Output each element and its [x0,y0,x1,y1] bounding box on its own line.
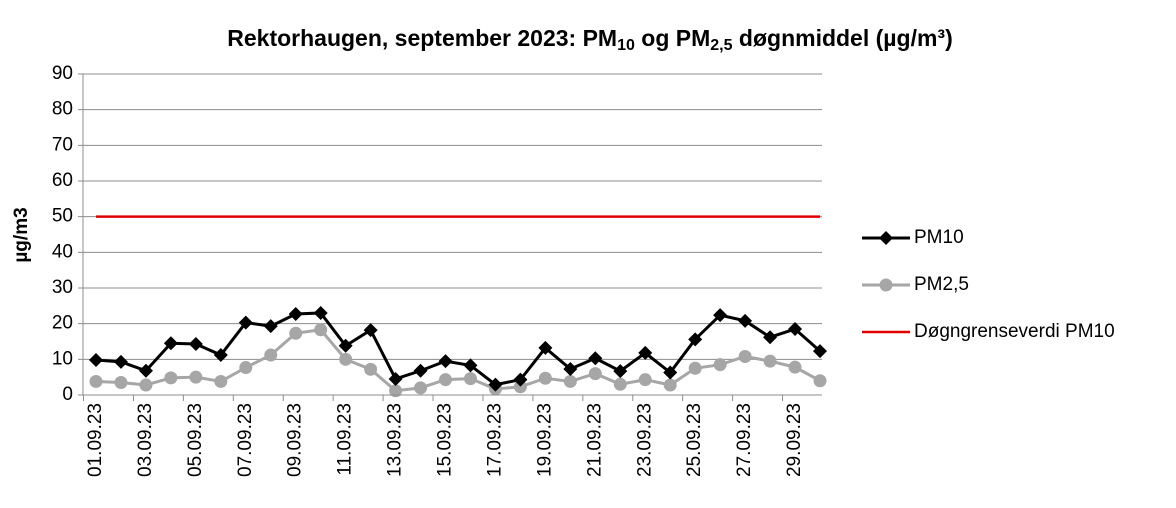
marker [738,313,753,328]
marker [538,371,552,385]
marker [563,374,577,388]
x-tick-label: 13.09.23 [385,403,406,477]
marker [613,377,627,391]
marker [388,371,403,386]
marker [613,364,628,379]
marker [463,358,478,373]
marker [263,319,278,334]
marker [213,348,228,363]
x-tick-label: 05.09.23 [185,403,206,477]
x-tick-label: 17.09.23 [484,403,505,477]
marker [313,305,328,320]
series [89,323,827,398]
marker [588,351,603,366]
y-tick-label: 60 [52,170,73,191]
y-tick-label: 50 [52,206,73,227]
marker [788,360,802,374]
marker [438,354,453,369]
marker [214,374,228,388]
marker [638,345,653,360]
marker [513,380,527,394]
x-tick-label: 21.09.23 [584,403,605,477]
marker [439,373,453,387]
marker [763,354,777,368]
marker [238,315,253,330]
x-tick-label: 11.09.23 [335,403,356,476]
y-tick-label: 0 [62,384,73,405]
y-tick-label: 70 [52,134,73,155]
marker [139,378,153,392]
marker [414,381,428,395]
legend-label: Døgngrenseverdi PM10 [914,321,1115,342]
marker [338,338,353,353]
marker [113,354,128,369]
marker [513,372,528,387]
y-tick-label: 20 [52,313,73,334]
marker [463,372,477,386]
marker [89,353,103,368]
marker [688,361,702,375]
marker [413,363,428,378]
series-line [95,328,821,393]
marker [788,322,803,337]
marker [163,336,178,351]
marker [688,332,703,347]
marker [239,361,253,375]
marker [363,323,378,338]
marker [763,330,778,345]
x-tick-label: 01.09.23 [85,403,106,477]
marker [138,363,153,378]
marker [879,278,893,292]
marker [663,378,677,392]
marker [713,358,727,372]
marker [713,308,728,323]
x-tick-label: 07.09.23 [235,403,256,477]
y-tick-label: 10 [52,348,73,369]
marker [164,371,178,385]
x-tick-label: 03.09.23 [135,403,156,477]
marker [813,374,827,388]
marker [663,365,678,380]
x-tick-label: 27.09.23 [734,403,755,477]
marker [189,370,203,384]
marker [588,367,602,381]
x-tick-label: 23.09.23 [634,403,655,477]
marker [879,231,893,245]
y-tick-label: 40 [52,241,73,262]
marker [738,349,752,363]
marker [188,336,203,351]
y-axis-label: µg/m3 [11,207,32,262]
marker [114,376,128,390]
marker [488,377,503,392]
marker [289,326,303,340]
x-tick-label: 25.09.23 [684,403,705,477]
marker [288,307,303,322]
marker [364,362,378,376]
x-tick-label: 19.09.23 [534,403,555,477]
marker [563,361,578,376]
marker [264,348,278,362]
marker [339,352,353,366]
marker [638,373,652,387]
y-tick-label: 80 [52,99,73,120]
marker [538,340,553,355]
marker [314,323,328,337]
chart-title: Rektorhaugen, september 2023: PM10 og PM… [227,25,953,54]
y-tick-label: 90 [52,63,73,84]
marker [813,344,827,359]
marker [89,374,103,388]
marker [389,384,403,398]
x-tick-label: 29.09.23 [784,403,805,477]
legend-label: PM2,5 [914,274,969,295]
y-tick-label: 30 [52,277,73,298]
legend-label: PM10 [914,227,964,248]
series [89,305,827,392]
x-tick-label: 09.09.23 [285,403,306,477]
x-tick-label: 15.09.23 [435,403,456,477]
